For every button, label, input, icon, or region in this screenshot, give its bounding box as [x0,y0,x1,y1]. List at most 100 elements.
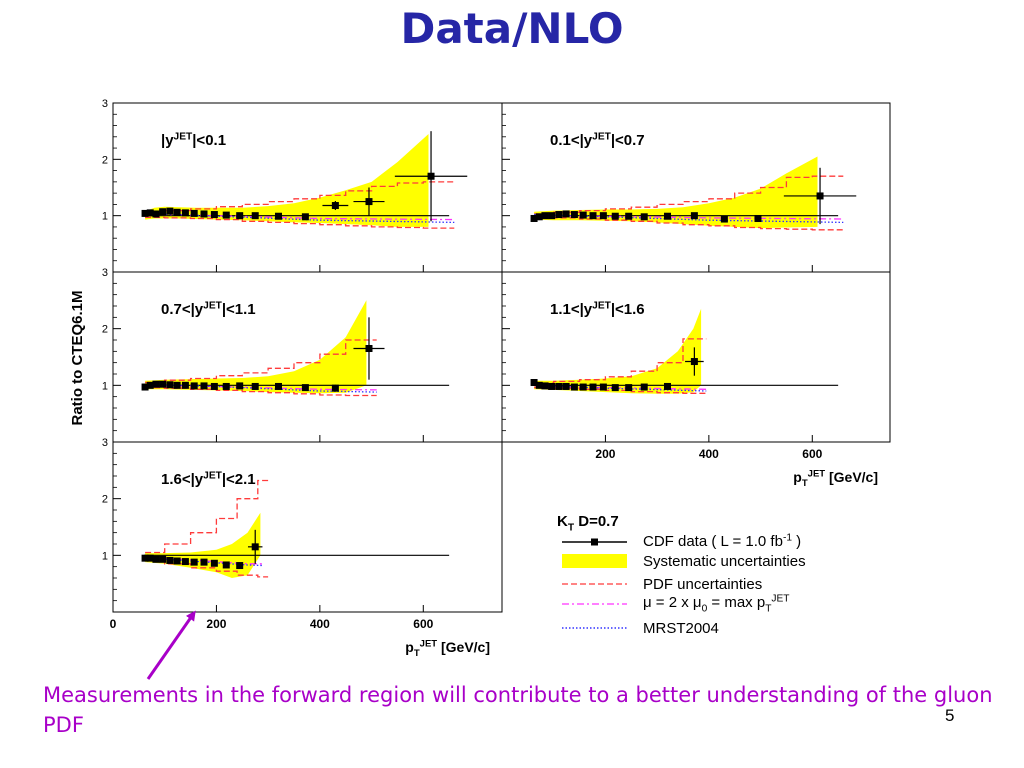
data-point [251,382,259,390]
systematic-band [145,300,367,394]
panel-label: 0.7<|yJET|<1.1 [161,300,256,318]
data-point [141,383,149,391]
data-point [173,208,181,216]
mrst-line [145,212,455,224]
y-tick-label: 1 [102,550,108,562]
data-point [548,212,556,220]
data-point [535,213,543,221]
panel-2: 0.1<|yJET|<0.7 [501,102,891,273]
y-axis-label: Ratio to CTEQ6.1M [69,290,86,425]
legend-text: Systematic uncertainties [643,553,806,570]
panel-frame [112,271,503,443]
data-point [427,172,435,180]
data-point [159,555,167,563]
data-point [181,558,189,566]
pdf-upper [145,181,455,214]
panel-label: 0.1<|yJET|<0.7 [550,131,645,149]
data-point [530,214,538,222]
panel-label: 1.6<|yJET|<2.1 [161,470,256,488]
legend: KT D=0.7 CDF data ( L = 1.0 fb-1 ) Systema… [557,513,806,637]
data-point [625,384,633,392]
mrst-line [145,383,377,393]
data-point [146,209,154,217]
data-point [625,212,633,220]
panel-frame [112,441,503,613]
data-point [166,556,174,564]
data-point [570,211,578,219]
data-point [640,383,648,391]
legend-entry-pdf: PDF uncertainties [562,576,762,593]
panel-label: 1.1<|yJET|<1.6 [550,300,645,318]
data-point [690,358,698,366]
data-point [159,380,167,388]
data-point [152,555,160,563]
data-point [555,382,563,390]
data-point [541,382,549,390]
x-tick-label: 600 [802,447,822,461]
data-point [611,212,619,220]
legend-text: μ = 2 x μ0 = max pTJET [643,593,790,614]
x-tick-label: 0 [110,617,117,631]
data-point [720,215,728,223]
data-point [190,382,198,390]
data-point [152,210,160,218]
data-point [754,214,762,222]
panels-layer: 1 2 3 |yJET|<0.1 0.1<|yJET|<0.7 1 2 3 0.7<|yJET|… [102,98,891,660]
legend-text: CDF data ( L = 1.0 fb-1 ) [643,532,801,550]
panel-frame [501,102,891,273]
data-point [555,211,563,219]
data-point [640,213,648,221]
x-axis-label: pTJET [GeV/c] [405,639,490,660]
legend-entry-sys: Systematic uncertainties [562,553,806,570]
data-point [274,382,282,390]
y-tick-label: 3 [102,98,108,110]
data-point [589,212,597,220]
pdf-upper [145,339,377,384]
y-tick-label: 3 [102,437,108,449]
data-point [236,382,244,390]
panel-1: 1 2 3 |yJET|<0.1 [102,98,503,273]
data-point [690,212,698,220]
panel-4: 200 400 600 1.1<|yJET|<1.6 pTJET [GeV/c] [501,271,891,489]
data-point [222,561,230,569]
data-point [159,208,167,216]
legend-entry-mrst: MRST2004 [562,620,719,637]
data-point [251,212,259,220]
data-point [599,212,607,220]
pdf-upper [534,338,707,384]
data-point [236,212,244,220]
legend-entry-data: CDF data ( L = 1.0 fb-1 ) [562,532,801,550]
data-point [611,384,619,392]
slide-title: Data/NLO [400,4,624,53]
mrst-line [534,213,844,224]
data-point [200,558,208,566]
pdf-lower [145,559,269,578]
annotation-text: Measurements in the forward region will … [43,683,993,737]
y-tick-label: 2 [102,154,108,166]
pdf-lower [145,216,455,229]
data-point [579,211,587,219]
panel-label: |yJET|<0.1 [161,131,226,149]
x-tick-label: 600 [413,617,433,631]
data-point [365,198,373,206]
data-point [251,543,259,551]
y-tick-label: 1 [102,211,108,223]
x-tick-label: 200 [206,617,226,631]
data-point [222,382,230,390]
data-point [331,202,339,210]
systematic-band [145,134,429,227]
legend-header: KT D=0.7 [557,513,619,534]
pdf-lower [534,386,707,394]
data-point [541,212,549,220]
data-point [141,554,149,562]
pdf-upper [534,175,844,215]
x-tick-label: 200 [595,447,615,461]
panel-5: 1 2 3 0 200 400 600 1.6<|yJET|<2.1 pTJET [GeV/c] [102,437,503,660]
data-point [589,383,597,391]
mrst-line [145,556,264,567]
data-point [530,379,538,386]
data-point [146,554,154,562]
x-tick-label: 400 [310,617,330,631]
data-point [173,557,181,565]
